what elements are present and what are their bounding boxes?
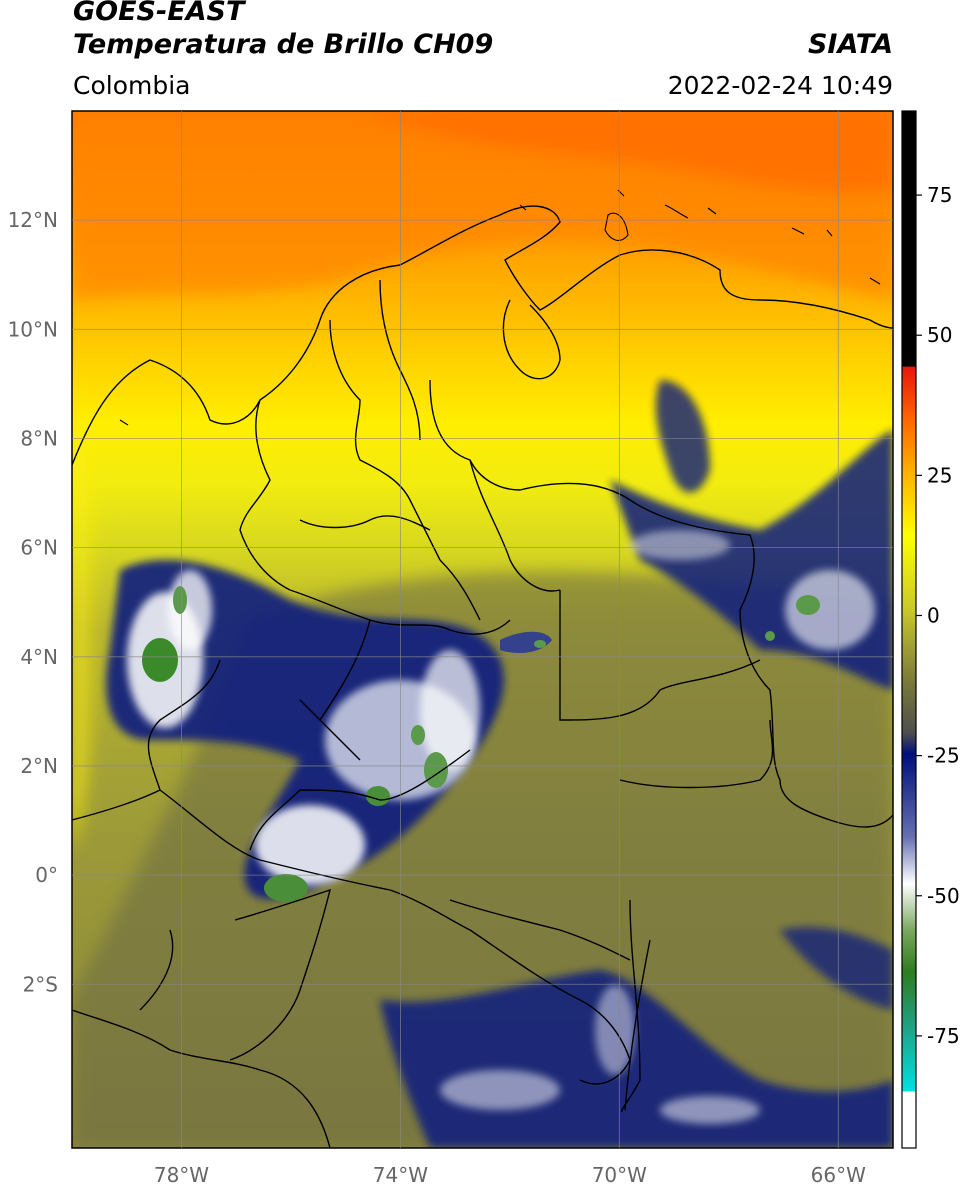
lat-tick-label: 2°N <box>20 754 58 778</box>
lon-tick-label: 78°W <box>154 1163 209 1187</box>
colorbar-tick-label: 50 <box>927 323 952 347</box>
lat-tick-label: 0° <box>35 863 58 887</box>
country-borders <box>72 205 893 1148</box>
longitude-tick-labels: 78°W 74°W 70°W 66°W <box>154 1163 866 1187</box>
lat-tick-label: 10°N <box>8 317 58 341</box>
colorbar-tick-label: -25 <box>927 744 960 768</box>
colorbar-tick-label: -75 <box>927 1024 960 1048</box>
product-title: Temperatura de Brillo CH09 <box>73 29 494 60</box>
colorbar-tick-labels: 75 50 25 0 -25 -50 -75 <box>916 183 960 1048</box>
map-image <box>72 111 893 1148</box>
colorbar <box>901 110 917 1149</box>
colorbar-tick-label: 25 <box>927 463 952 487</box>
islands <box>119 189 881 426</box>
agency-label: SIATA <box>807 29 893 60</box>
gridlines <box>72 111 893 1148</box>
map-frame <box>71 110 894 1149</box>
lat-tick-label: 2°S <box>23 972 58 996</box>
latitude-tick-labels: 12°N 10°N 8°N 6°N 4°N 2°N 0° 2°S <box>8 208 58 996</box>
colorbar-tick-label: 0 <box>927 603 940 627</box>
region-label: Colombia <box>73 71 191 100</box>
lat-tick-label: 8°N <box>20 426 58 450</box>
timestamp-label: 2022-02-24 10:49 <box>667 71 893 100</box>
lon-tick-label: 66°W <box>811 1163 866 1187</box>
lat-tick-label: 12°N <box>8 208 58 232</box>
lat-tick-label: 6°N <box>20 536 58 560</box>
lon-tick-label: 74°W <box>373 1163 428 1187</box>
colorbar-tick-label: 75 <box>927 183 952 207</box>
lat-tick-label: 4°N <box>20 645 58 669</box>
colorbar-tick-label: -50 <box>927 884 960 908</box>
lon-tick-label: 70°W <box>592 1163 647 1187</box>
satellite-title: GOES-EAST <box>73 0 245 27</box>
